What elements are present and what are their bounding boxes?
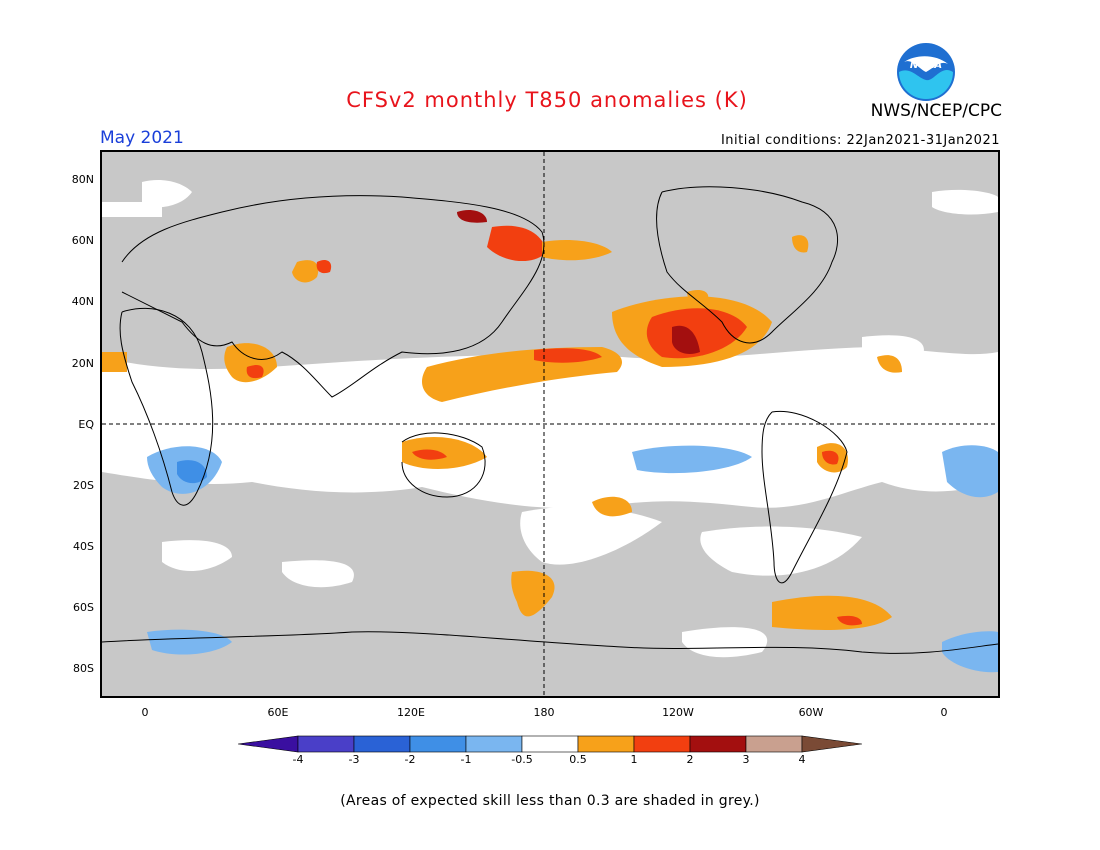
neutral-regions — [102, 180, 998, 658]
lat-label-60n: 60N — [71, 234, 94, 247]
legend-label-0p5: 0.5 — [569, 753, 587, 766]
cool-anomalies — [147, 445, 998, 673]
coastlines — [102, 186, 998, 654]
anomaly-map — [100, 150, 1000, 698]
initial-conditions-label: Initial conditions: 22Jan2021-31Jan2021 — [720, 133, 1000, 148]
legend-label-minus-3: -3 — [348, 753, 360, 766]
legend-label-3: 3 — [742, 753, 750, 766]
lon-label-120w: 120W — [662, 706, 694, 719]
lat-label-80s: 80S — [73, 662, 94, 675]
legend-swatch-minus-4-minus-3 — [297, 735, 355, 753]
lon-label-0-right: 0 — [940, 706, 948, 719]
legend-swatch-minus-2-minus-1 — [409, 735, 467, 753]
lat-label-20s: 20S — [73, 479, 94, 492]
legend-swatch-below-minus-4 — [238, 735, 299, 753]
lon-label-60w: 60W — [798, 706, 824, 719]
legend-label-2: 2 — [686, 753, 694, 766]
lat-label-eq: EQ — [78, 418, 94, 431]
legend-swatch-2-3 — [689, 735, 747, 753]
lat-label-40s: 40S — [73, 540, 94, 553]
legend-label-4: 4 — [798, 753, 806, 766]
skill-note: (Areas of expected skill less than 0.3 a… — [340, 793, 760, 809]
lat-label-20n: 20N — [71, 357, 94, 370]
legend-label-minus-0p5: -0.5 — [511, 753, 533, 766]
legend-swatch-minus-3-minus-2 — [353, 735, 411, 753]
chart-title: CFSv2 monthly T850 anomalies (K) — [346, 88, 748, 112]
map-canvas — [102, 152, 998, 696]
lon-label-120e: 120E — [397, 706, 425, 719]
valid-month-label: May 2021 — [100, 128, 184, 148]
legend-swatch-1-2 — [633, 735, 691, 753]
legend-colorbar — [238, 735, 862, 753]
legend-swatch-minus-1-minus-0p5 — [465, 735, 523, 753]
legend-swatch-0p5-1 — [577, 735, 635, 753]
legend-swatch-above-4 — [801, 735, 862, 753]
noaa-logo: NOAA — [897, 43, 955, 101]
legend-label-1: 1 — [630, 753, 638, 766]
legend-swatch-neutral — [521, 735, 579, 753]
legend-label-minus-1: -1 — [460, 753, 472, 766]
legend-swatch-3-4 — [745, 735, 803, 753]
lon-label-180: 180 — [533, 706, 555, 719]
legend-label-minus-2: -2 — [404, 753, 416, 766]
lon-label-60e: 60E — [267, 706, 289, 719]
lat-label-40n: 40N — [71, 295, 94, 308]
logo-text: NOAA — [910, 60, 942, 71]
organization-label: NWS/NCEP/CPC — [870, 101, 1002, 121]
lon-label-0-left: 0 — [141, 706, 149, 719]
lat-label-60s: 60S — [73, 601, 94, 614]
lat-label-80n: 80N — [71, 173, 94, 186]
warm-anomalies — [102, 210, 902, 630]
legend-label-minus-4: -4 — [292, 753, 304, 766]
